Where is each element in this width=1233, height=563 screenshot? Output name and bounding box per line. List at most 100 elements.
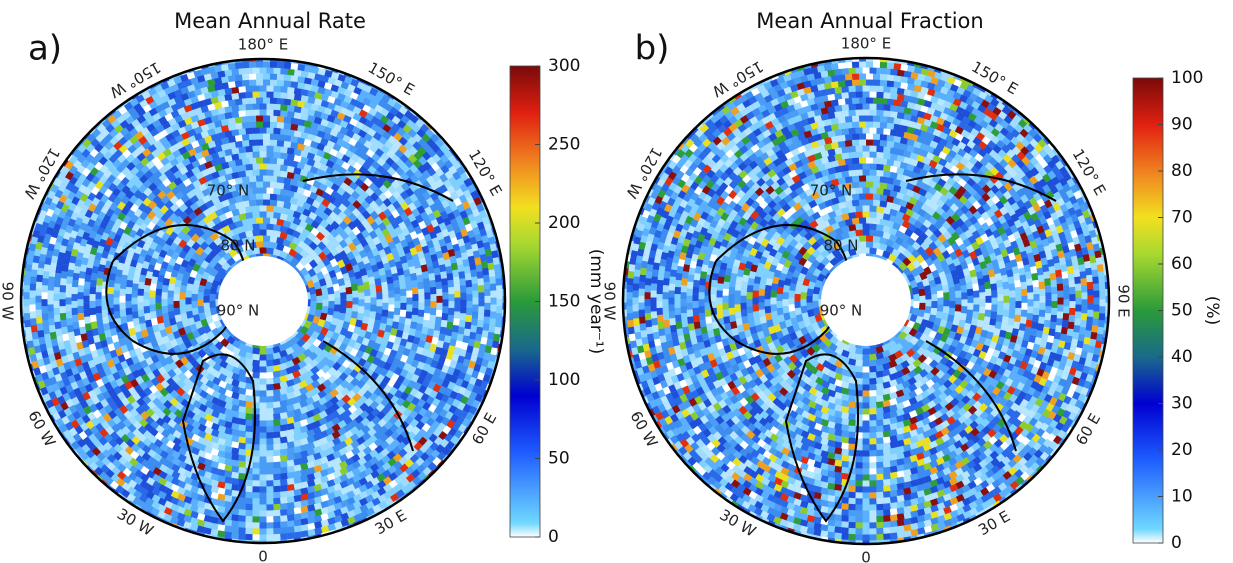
map-cell	[455, 298, 462, 305]
map-cell	[22, 299, 29, 306]
map-cell	[260, 403, 267, 410]
colorbar-tick-label: 250	[548, 135, 580, 155]
map-cell	[260, 145, 267, 152]
map-cell	[863, 223, 870, 230]
map-cell	[260, 421, 267, 428]
map-cell	[260, 439, 267, 446]
map-cell	[938, 298, 945, 305]
colorbar-tick-label: 150	[548, 292, 580, 312]
map-cell	[260, 205, 267, 212]
map-cell	[260, 535, 267, 542]
map-cell	[167, 298, 174, 305]
map-cell	[260, 349, 267, 356]
map-cell	[47, 298, 54, 305]
map-cell	[788, 298, 795, 305]
map-cell	[407, 298, 414, 305]
map-cell	[260, 169, 267, 176]
map-cell	[484, 296, 491, 303]
map-cell	[260, 517, 267, 524]
map-cell	[260, 529, 267, 536]
map-cell	[260, 385, 267, 392]
panel-label: b)	[635, 29, 670, 69]
map-cell	[496, 299, 503, 306]
latitude-label: 80 N	[220, 237, 255, 255]
panel-title: Mean Annual Rate	[174, 9, 366, 33]
map-cell	[185, 298, 192, 305]
map-cell	[34, 296, 41, 303]
map-cell	[260, 223, 267, 230]
map-cell	[260, 523, 267, 530]
map-cell	[260, 397, 267, 404]
map-cell	[260, 493, 267, 500]
map-cell	[260, 451, 267, 458]
map-cell	[260, 91, 267, 98]
map-cell	[260, 499, 267, 506]
map-cell	[260, 415, 267, 422]
map-cell	[260, 103, 267, 110]
map-cell	[113, 298, 120, 305]
map-cell	[260, 445, 267, 452]
map-cell	[770, 298, 777, 305]
map-cell	[473, 298, 480, 305]
map-cell	[863, 391, 870, 398]
map-cell	[260, 469, 267, 476]
colorbar-tick-label: 0	[548, 527, 559, 547]
map-cell	[260, 463, 267, 470]
map-cell	[260, 391, 267, 398]
map-cell	[260, 379, 267, 386]
longitude-label: 0	[258, 548, 268, 563]
map-cell	[65, 298, 72, 305]
map-cell	[260, 481, 267, 488]
map-cell	[863, 361, 870, 368]
colorbar-tick-label: 100	[548, 370, 580, 390]
map-cell	[260, 505, 267, 512]
map-cell	[260, 229, 267, 236]
map-cell	[863, 385, 870, 392]
map-cell	[863, 373, 870, 380]
map-cell	[863, 355, 870, 362]
colorbar-tick-label: 300	[548, 56, 580, 76]
map-cell	[260, 85, 267, 92]
map-cell	[371, 298, 378, 305]
longitude-label: 180° E	[238, 36, 288, 54]
map-cell	[260, 151, 267, 158]
colorbar-tick-label: 200	[548, 213, 580, 233]
map-cell	[863, 349, 870, 356]
map-cell	[260, 511, 267, 518]
map-cell	[260, 187, 267, 194]
map-cell	[260, 427, 267, 434]
map-cell	[260, 373, 267, 380]
map-cell	[131, 298, 138, 305]
map-cell	[260, 127, 267, 134]
panel-label: a)	[28, 29, 62, 69]
map-cell	[260, 211, 267, 218]
latitude-label: 90° N	[217, 302, 260, 320]
panel-title: Mean Annual Fraction	[756, 9, 983, 33]
map-cell	[863, 247, 870, 254]
map-cell	[260, 163, 267, 170]
map-cell	[260, 355, 267, 362]
map-cell	[353, 298, 360, 305]
map-cell	[491, 298, 498, 305]
latitude-label: 70° N	[207, 182, 250, 200]
map-cell	[956, 298, 963, 305]
map-cell	[260, 487, 267, 494]
map-cell	[260, 409, 267, 416]
map-cell	[863, 211, 870, 218]
map-cell	[260, 361, 267, 368]
map-cell	[260, 247, 267, 254]
map-cell	[389, 298, 396, 305]
map-cell	[260, 433, 267, 440]
longitude-label: 90 W	[0, 282, 17, 321]
map-cell	[260, 367, 267, 374]
map-cell	[260, 457, 267, 464]
map-cell	[863, 205, 870, 212]
map-cell	[260, 475, 267, 482]
map-cell	[863, 229, 870, 236]
map-cell	[260, 67, 267, 74]
colorbar-tick-label: 50	[548, 449, 570, 469]
map-cell	[863, 367, 870, 374]
map-cell	[335, 298, 342, 305]
map-cell	[149, 298, 156, 305]
